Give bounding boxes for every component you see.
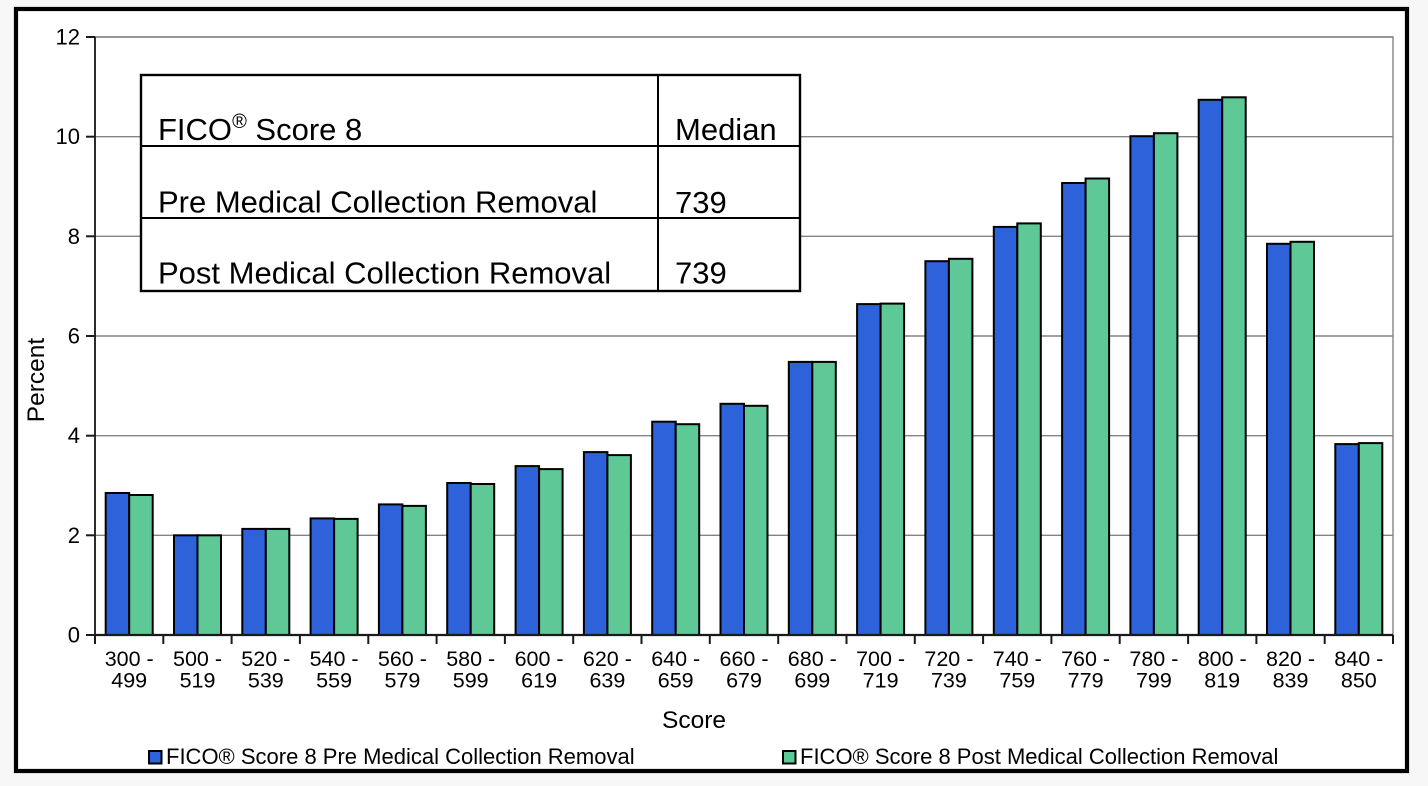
svg-text:Post Medical Collection Remova: Post Medical Collection Removal [158,256,611,291]
svg-text:FICO® Score 8 Pre Medical Coll: FICO® Score 8 Pre Medical Collection Rem… [166,744,635,769]
svg-text:FICO® Score 8 Post Medical Col: FICO® Score 8 Post Medical Collection Re… [800,744,1278,769]
svg-text:Score: Score [662,707,726,734]
svg-text:800 -: 800 - [1198,647,1247,671]
svg-text:600 -: 600 - [515,647,564,671]
svg-text:540 -: 540 - [310,647,359,671]
svg-text:579: 579 [384,669,420,693]
svg-text:840 -: 840 - [1334,647,1383,671]
svg-text:819: 819 [1204,669,1240,693]
svg-text:619: 619 [521,669,557,693]
svg-text:2: 2 [68,523,80,548]
svg-text:660 -: 660 - [719,647,768,671]
svg-text:640 -: 640 - [651,647,700,671]
svg-text:679: 679 [726,669,762,693]
svg-text:739: 739 [675,185,727,220]
svg-text:700 -: 700 - [856,647,905,671]
svg-text:740 -: 740 - [993,647,1042,671]
svg-text:779: 779 [1068,669,1104,693]
svg-text:719: 719 [863,669,899,693]
svg-text:300 -: 300 - [105,647,154,671]
svg-text:680 -: 680 - [788,647,837,671]
svg-text:Median: Median [675,112,777,147]
svg-text:Pre Medical Collection Removal: Pre Medical Collection Removal [158,185,597,220]
svg-text:599: 599 [453,669,489,693]
svg-text:620 -: 620 - [583,647,632,671]
svg-text:560 -: 560 - [378,647,427,671]
svg-text:799: 799 [1136,669,1172,693]
svg-text:839: 839 [1273,669,1309,693]
svg-text:Percent: Percent [23,338,50,423]
svg-text:580 -: 580 - [446,647,495,671]
svg-text:539: 539 [248,669,284,693]
svg-text:780 -: 780 - [1129,647,1178,671]
svg-text:519: 519 [180,669,216,693]
svg-text:659: 659 [658,669,694,693]
svg-text:500 -: 500 - [173,647,222,671]
svg-text:12: 12 [56,25,80,50]
svg-text:850: 850 [1341,669,1377,693]
svg-text:4: 4 [68,423,80,448]
svg-text:739: 739 [931,669,967,693]
svg-text:820 -: 820 - [1266,647,1315,671]
svg-text:720 -: 720 - [924,647,973,671]
svg-text:739: 739 [675,256,727,291]
svg-text:520 -: 520 - [241,647,290,671]
svg-text:6: 6 [68,324,80,349]
svg-text:760 -: 760 - [1061,647,1110,671]
svg-text:499: 499 [111,669,147,693]
svg-text:639: 639 [589,669,625,693]
svg-text:759: 759 [999,669,1035,693]
svg-text:559: 559 [316,669,352,693]
svg-text:699: 699 [794,669,830,693]
svg-text:0: 0 [68,623,80,648]
svg-text:FICO® Score 8: FICO® Score 8 [158,111,362,147]
svg-text:8: 8 [68,224,80,249]
svg-text:10: 10 [56,124,80,149]
